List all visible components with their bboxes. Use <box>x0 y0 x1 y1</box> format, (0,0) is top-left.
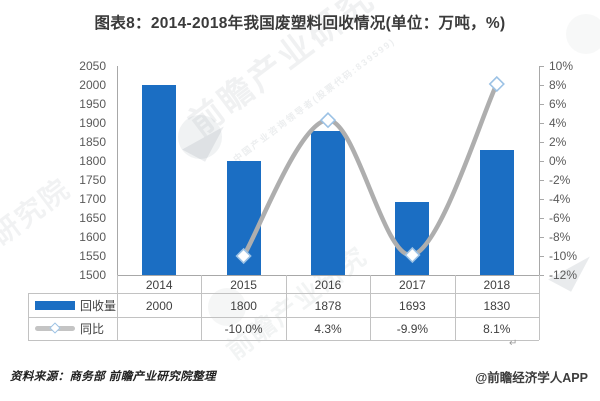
right-axis-label: -6% <box>549 211 571 225</box>
diamond-marker-icon <box>49 322 61 334</box>
right-axis-label: -10% <box>549 249 578 263</box>
table-cell-value: -9.9% <box>396 322 429 336</box>
right-axis-tick <box>539 142 544 143</box>
left-axis-label: 1950 <box>79 97 106 111</box>
table-cell-year: 2015 <box>230 277 257 292</box>
legend-yoy: 同比 <box>29 318 116 339</box>
bar-2018 <box>479 149 514 275</box>
source-note: 资料来源：商务部 前瞻产业研究院整理 <box>10 371 216 383</box>
right-axis-label: 6% <box>549 97 567 111</box>
right-axis-tick <box>539 180 544 181</box>
left-axis-label: 1850 <box>79 135 106 149</box>
table-cell-value: 1830 <box>483 298 511 313</box>
left-axis-label: 2000 <box>79 78 106 92</box>
bar-2016 <box>311 131 345 275</box>
right-axis-tick <box>539 123 544 124</box>
right-axis-tick <box>539 275 544 276</box>
right-axis-label: 2% <box>549 135 567 149</box>
bar-legend-swatch <box>35 300 75 310</box>
table-cell-value: 2000 <box>145 298 173 313</box>
table-cell-value: -10.0% <box>224 322 263 336</box>
left-axis-label: 1800 <box>79 154 106 168</box>
table-vline <box>117 275 118 340</box>
right-axis-tick <box>539 256 544 257</box>
table-vline <box>286 275 287 340</box>
right-axis-tick <box>539 104 544 105</box>
left-axis-label: 1650 <box>79 211 106 225</box>
qianzhan-swoosh-watermark <box>182 114 224 162</box>
table-cell-value: 4.3% <box>314 322 342 336</box>
bar-2014 <box>142 85 177 275</box>
table-cell-year: 2017 <box>399 277 426 292</box>
table-cell-year: 2014 <box>145 277 173 292</box>
table-cell-value: 1693 <box>399 298 426 313</box>
left-axis-label: 2050 <box>79 59 106 73</box>
table-cell-year: 2016 <box>314 277 342 292</box>
table-vline <box>455 275 456 340</box>
diamond-marker-icon <box>319 112 337 129</box>
table-vline <box>28 293 29 340</box>
right-axis-line <box>539 66 540 275</box>
return-mark: ↵ <box>509 338 518 349</box>
left-axis-label: 1550 <box>79 249 106 263</box>
right-axis-tick <box>539 85 544 86</box>
left-axis-label: 1600 <box>79 230 106 244</box>
left-axis-label: 1700 <box>79 192 106 206</box>
left-axis-label: 1900 <box>79 116 106 130</box>
right-axis-label: -8% <box>549 230 571 244</box>
right-axis-label: -4% <box>549 192 571 206</box>
legend-recycling-volume: 回收量 <box>29 294 116 316</box>
table-hline <box>28 317 539 318</box>
right-axis-label: 0% <box>549 154 567 168</box>
right-axis-tick <box>539 161 544 162</box>
left-axis-label: 1500 <box>79 268 106 282</box>
left-axis-label: 1750 <box>79 173 106 187</box>
table-cell-value: 1878 <box>314 298 342 313</box>
right-axis-label: 10% <box>549 59 574 73</box>
right-axis-tick <box>539 66 544 67</box>
right-axis-tick <box>539 237 544 238</box>
diamond-marker-icon <box>488 75 505 93</box>
table-vline <box>539 275 540 340</box>
right-axis-label: 8% <box>549 78 567 92</box>
line-legend-swatch <box>35 322 75 334</box>
right-axis-label: -12% <box>549 268 578 282</box>
chart-title: 图表8：2014-2018年我国废塑料回收情况(单位：万吨，%) <box>94 15 506 32</box>
table-hline <box>117 275 539 276</box>
table-cell-value: 8.1% <box>483 322 511 336</box>
table-hline <box>28 293 539 294</box>
legend-label-yoy: 同比 <box>80 322 105 336</box>
table-cell-year: 2018 <box>483 277 511 292</box>
table-vline <box>201 275 202 340</box>
table-cell-value: 1800 <box>230 298 257 313</box>
right-axis-label: 4% <box>549 116 567 130</box>
right-axis-tick <box>539 218 544 219</box>
left-axis-line <box>117 66 118 275</box>
right-axis-tick <box>539 199 544 200</box>
yoy-line <box>241 83 499 258</box>
app-credit: @前瞻经济学人APP <box>475 371 588 385</box>
right-axis-label: -2% <box>549 173 571 187</box>
legend-label-recycling-volume: 回收量 <box>80 298 117 313</box>
bar-2017 <box>395 201 430 275</box>
table-vline <box>370 275 371 340</box>
table-hline <box>28 340 539 341</box>
table-cell-value <box>117 318 201 340</box>
bar-2015 <box>226 161 261 275</box>
